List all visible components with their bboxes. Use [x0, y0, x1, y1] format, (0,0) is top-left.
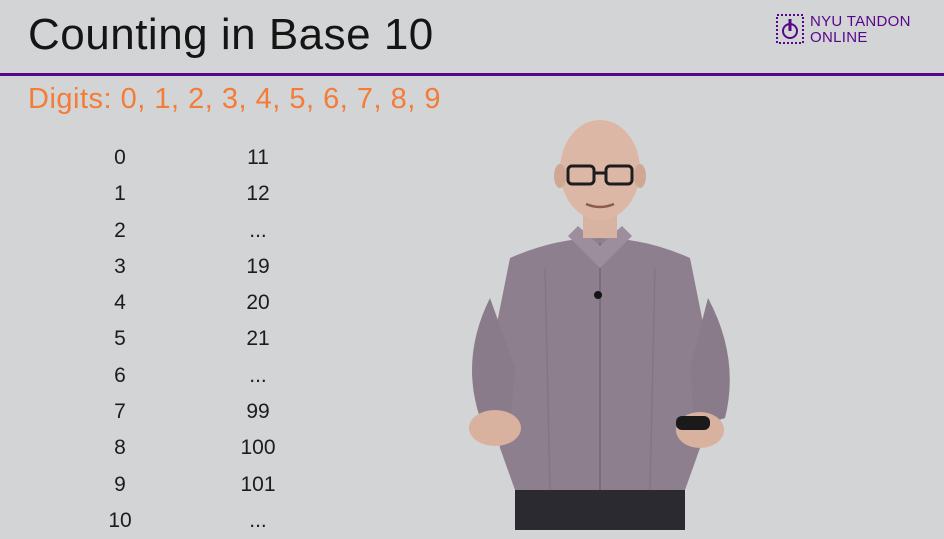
nyu-tandon-logo: NYU TANDON ONLINE [776, 14, 911, 46]
count-value: 21 [246, 327, 270, 351]
count-value: 11 [247, 146, 269, 169]
logo-line-1: NYU TANDON [810, 13, 911, 30]
count-value: 19 [246, 254, 270, 278]
count-value: 5 [114, 327, 126, 351]
count-value: 101 [240, 472, 276, 496]
count-value: 20 [246, 291, 270, 315]
logo-line-2: ONLINE [810, 29, 868, 46]
count-value: ... [249, 363, 267, 387]
count-value: 12 [246, 182, 270, 206]
count-value: ... [249, 508, 267, 532]
count-value: 6 [114, 363, 126, 387]
count-value: ... [249, 218, 267, 242]
count-value: 8 [114, 436, 126, 460]
count-value: 10 [108, 508, 132, 532]
count-value: 100 [240, 436, 276, 460]
presenter-figure [469, 120, 730, 530]
count-value: 2 [114, 218, 126, 242]
count-value: 99 [246, 400, 270, 424]
digits-subtitle: Digits: 0, 1, 2, 3, 4, 5, 6, 7, 8, 9 [28, 83, 441, 115]
count-value: 0 [114, 146, 126, 169]
count-value: 7 [114, 400, 126, 424]
count-value: 9 [114, 472, 126, 496]
counting-column-left: 0 1 2 3 4 5 6 7 8 9 10 [90, 140, 150, 539]
count-value: 3 [114, 254, 126, 278]
slide-title: Counting in Base 10 [28, 10, 434, 59]
nyu-torch-icon [776, 14, 804, 44]
title-divider [0, 73, 944, 76]
count-value: 4 [114, 291, 126, 315]
counting-column-right: 11 12 ... 19 20 21 ... 99 100 101 ... [218, 140, 298, 539]
count-value: 1 [114, 182, 126, 206]
